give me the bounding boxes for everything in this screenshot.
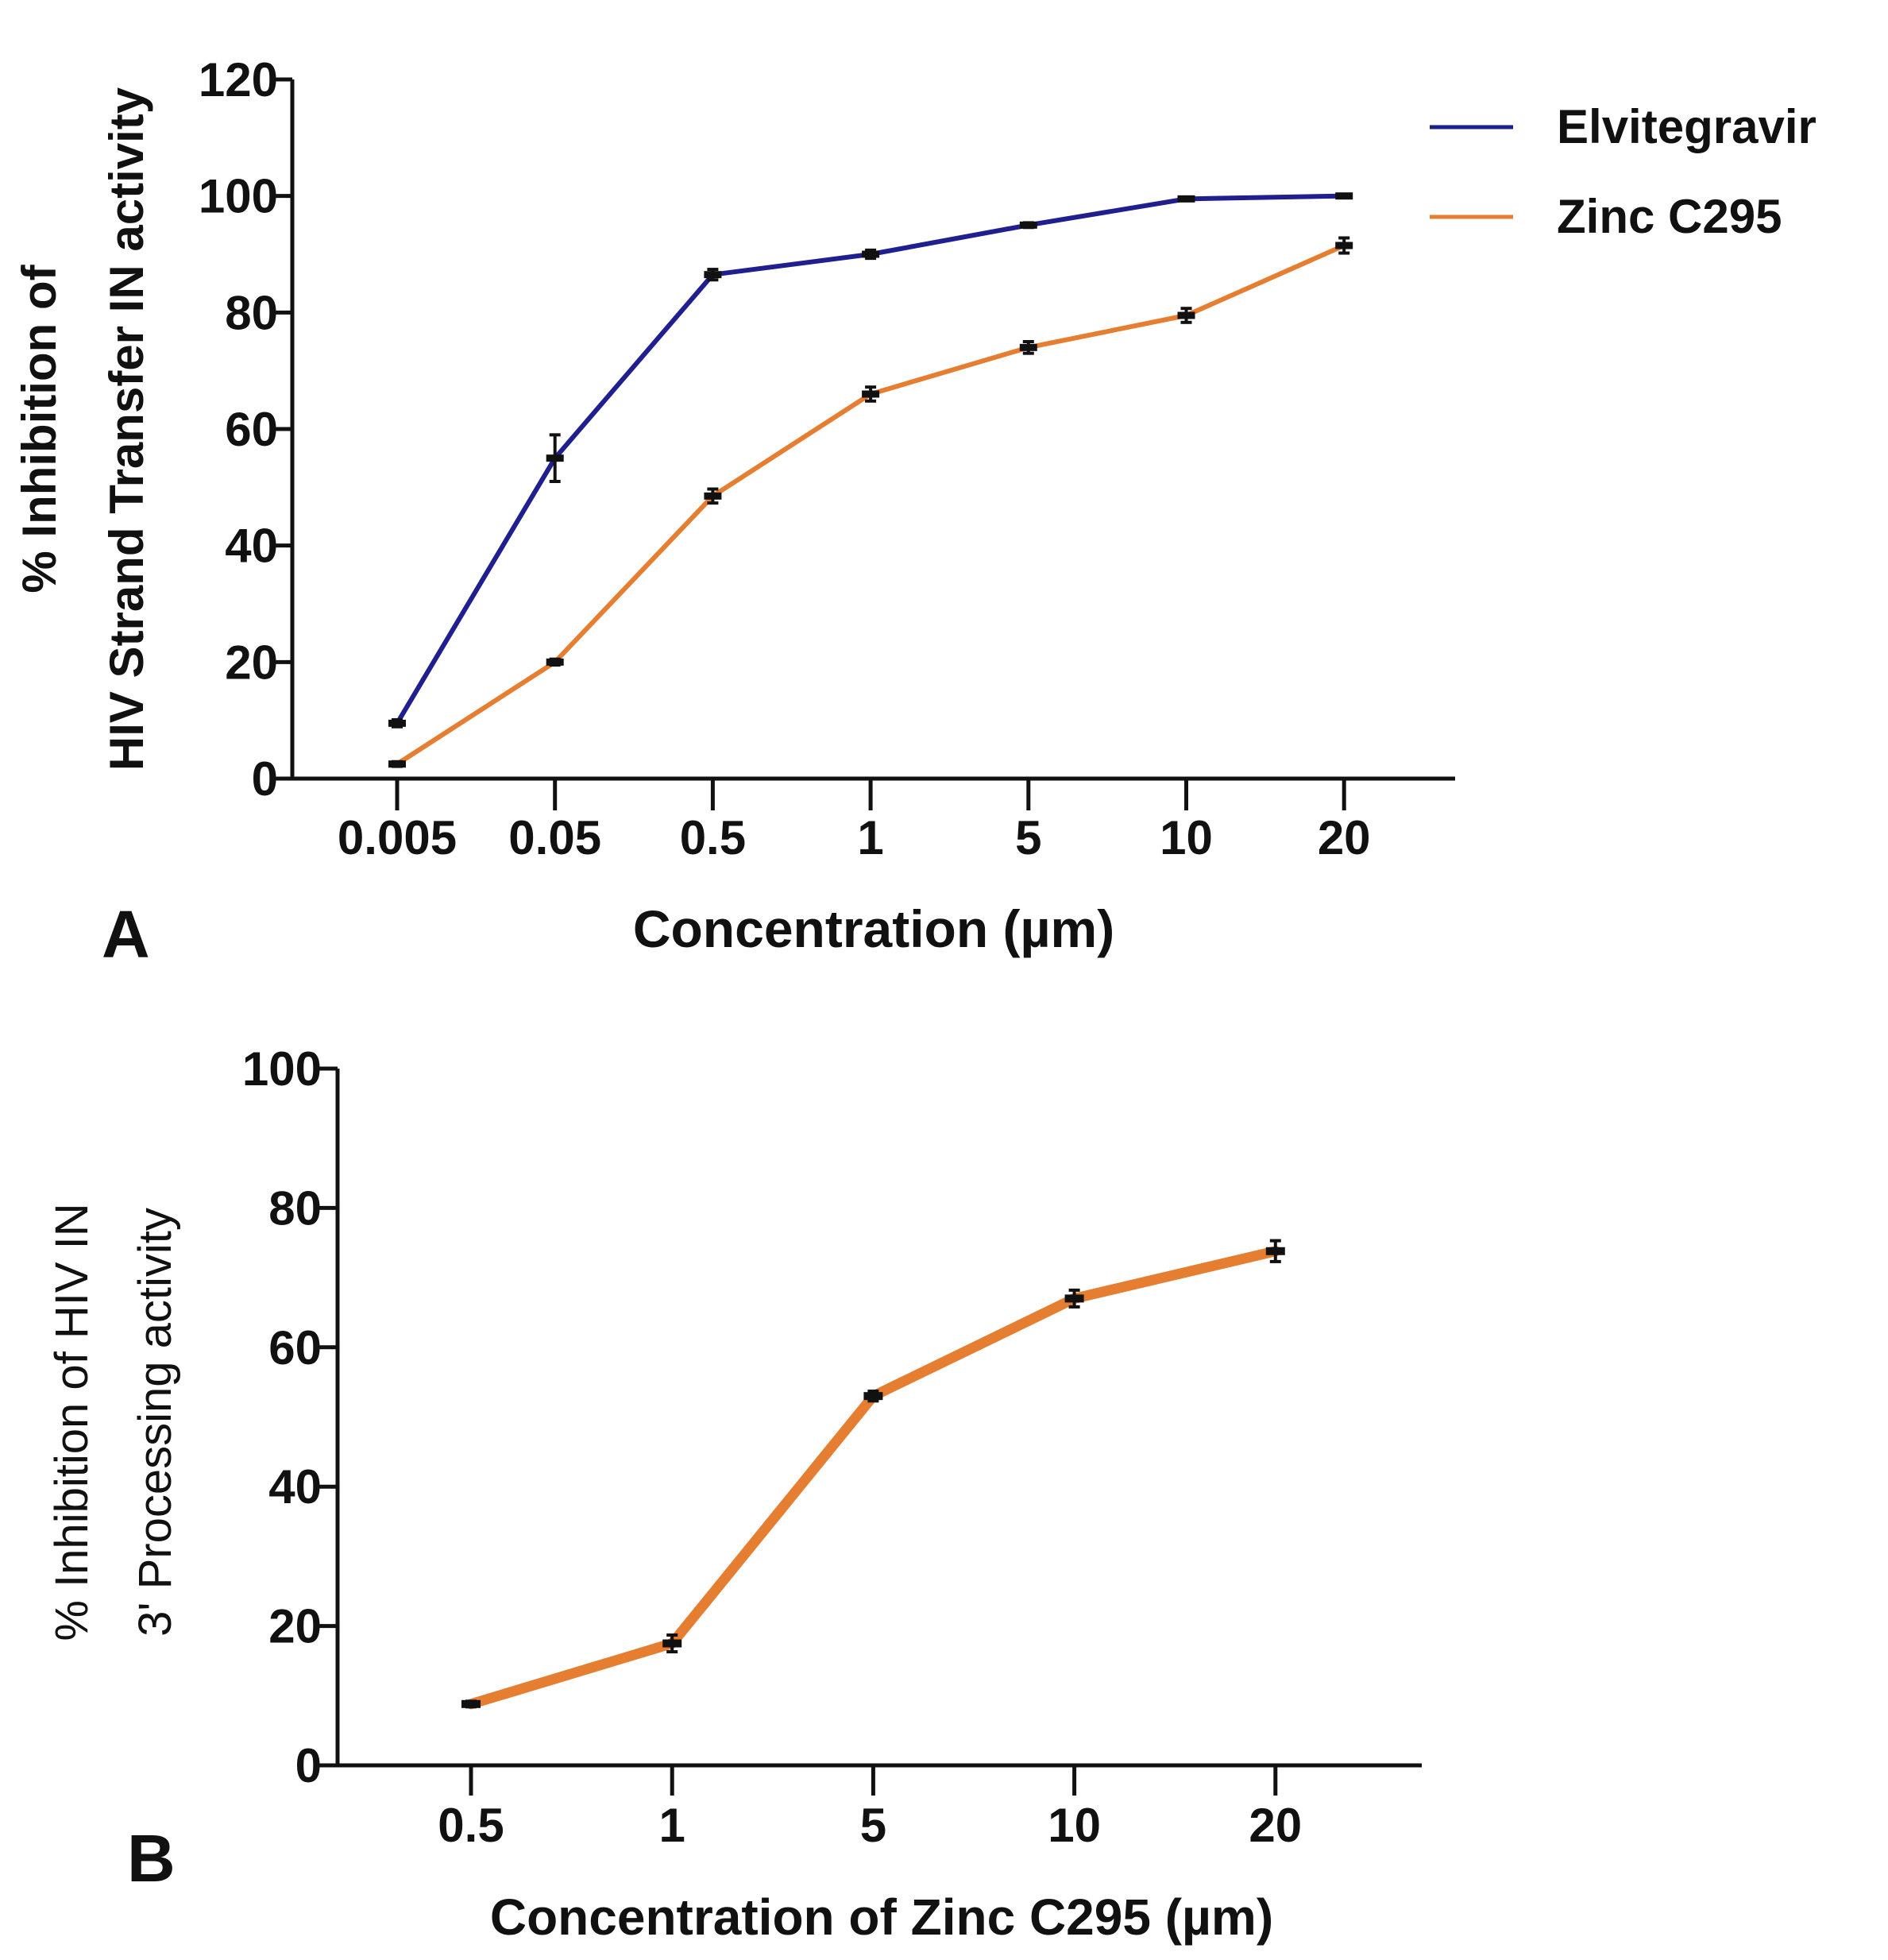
panel-a-point-elvitegravir-1 bbox=[862, 248, 880, 261]
panel-b-point-zinc-c295-20 bbox=[1265, 1239, 1285, 1263]
panel-b-x-tick-label-0-5: 0.5 bbox=[438, 1799, 504, 1852]
panel-a-legend: Elvitegravir Zinc C295 bbox=[1430, 100, 1817, 243]
panel-b-x-tick-label-5: 5 bbox=[860, 1799, 886, 1852]
panel-b-y-tick-label-0: 0 bbox=[295, 1739, 322, 1792]
panel-a-x-tick-label-10: 10 bbox=[1160, 811, 1213, 864]
panel-b-y-tick-label-100: 100 bbox=[242, 1042, 322, 1096]
panel-a-point-zinc-c295-0-5 bbox=[704, 487, 722, 505]
legend-label-elvitegravir: Elvitegravir bbox=[1557, 100, 1817, 153]
panel-a-point-zinc-c295-1 bbox=[862, 385, 880, 403]
panel-a-x-axis-title: Concentration (µm) bbox=[633, 899, 1114, 958]
panel-b-marker-zinc-c295-5 bbox=[863, 1392, 883, 1401]
panel-a-point-zinc-c295-0-005 bbox=[388, 760, 406, 768]
panel-a-point-zinc-c295-10 bbox=[1177, 307, 1195, 324]
panel-a-letter: A bbox=[102, 897, 150, 972]
panel-a-marker-elvitegravir-1 bbox=[862, 250, 880, 258]
panel-b-x-tick-label-10: 10 bbox=[1048, 1799, 1101, 1852]
panel-a-point-zinc-c295-20 bbox=[1335, 236, 1353, 255]
panel-a-marker-zinc-c295-0-05 bbox=[546, 658, 564, 666]
panel-a-x-tick-label-0-005: 0.005 bbox=[338, 811, 457, 864]
panel-b-marker-zinc-c295-1 bbox=[662, 1639, 682, 1648]
panel-b-x-tick-label-20: 20 bbox=[1249, 1799, 1302, 1852]
legend-label-zinc-c295: Zinc C295 bbox=[1557, 190, 1782, 243]
panel-a-marker-elvitegravir-0-5 bbox=[704, 271, 722, 279]
panel-b-y-tick-label-60: 60 bbox=[268, 1321, 322, 1374]
panel-a-point-elvitegravir-10 bbox=[1177, 195, 1195, 203]
panel-a-marker-zinc-c295-1 bbox=[862, 390, 880, 398]
panel-a-y-tick-label-80: 80 bbox=[225, 286, 278, 339]
panel-a-marker-zinc-c295-10 bbox=[1177, 311, 1195, 319]
panel-b-x-axis-title: Concentration of Zinc C295 (µm) bbox=[490, 1888, 1273, 1946]
panel-b-point-zinc-c295-1 bbox=[662, 1633, 682, 1654]
panel-a-x-tick-label-0-5: 0.5 bbox=[680, 811, 746, 864]
panel-b-point-zinc-c295-5 bbox=[863, 1390, 883, 1403]
panel-a-x-tick-label-5: 5 bbox=[1015, 811, 1041, 864]
panel-b-point-zinc-c295-10 bbox=[1064, 1288, 1084, 1309]
panel-a-y-axis-title-line-2: HIV Strand Transfer IN activity bbox=[100, 87, 153, 771]
panel-a-marker-zinc-c295-20 bbox=[1335, 242, 1353, 249]
panel-a-chart: 0 20 40 60 80 100 120 0.005 0.05 0.5 1 5 10 20 % Inh… bbox=[13, 53, 1817, 972]
panel-b-y-axis-title-line-1: % Inhibition of HIV IN bbox=[46, 1203, 98, 1641]
panel-b-chart: 0 20 40 60 80 100 0.5 1 5 10 20 % Inhibition of H… bbox=[46, 1042, 1422, 1946]
panel-a-point-elvitegravir-0-5 bbox=[704, 268, 722, 282]
panel-b-series-line-zinc-c295 bbox=[465, 1246, 1281, 1710]
panel-a-series-line-elvitegravir bbox=[395, 193, 1347, 726]
panel-a-point-elvitegravir-0-005 bbox=[388, 717, 406, 729]
panel-a-point-zinc-c295-5 bbox=[1019, 340, 1037, 355]
panel-b-marker-zinc-c295-10 bbox=[1064, 1294, 1084, 1303]
panel-a-marker-zinc-c295-5 bbox=[1019, 343, 1037, 351]
panel-a-y-tick-label-40: 40 bbox=[225, 520, 278, 573]
panel-a-point-elvitegravir-20 bbox=[1335, 192, 1353, 200]
panel-a-marker-elvitegravir-0-005 bbox=[388, 719, 406, 727]
panel-a-y-tick-label-0: 0 bbox=[252, 752, 278, 806]
panel-a-marker-elvitegravir-10 bbox=[1177, 195, 1195, 203]
panel-a-point-elvitegravir-0-05 bbox=[546, 433, 564, 483]
panel-b-marker-zinc-c295-20 bbox=[1265, 1247, 1285, 1255]
panel-a-series-line-zinc-c295 bbox=[395, 243, 1347, 767]
panel-a-y-tick-label-20: 20 bbox=[225, 636, 278, 689]
panel-a-x-tick-label-1: 1 bbox=[857, 811, 883, 864]
panel-a-marker-elvitegravir-0-05 bbox=[546, 454, 564, 462]
panel-a-marker-zinc-c295-0-5 bbox=[704, 492, 722, 500]
panel-a-marker-elvitegravir-20 bbox=[1335, 192, 1353, 200]
panel-b-letter: B bbox=[127, 1821, 176, 1896]
panel-a-y-tick-label-120: 120 bbox=[199, 53, 278, 106]
panel-a-x-tick-label-20: 20 bbox=[1318, 811, 1371, 864]
panel-b-y-tick-label-80: 80 bbox=[268, 1181, 322, 1235]
panel-a-point-zinc-c295-0-05 bbox=[546, 657, 564, 667]
panel-b-y-tick-label-40: 40 bbox=[268, 1460, 322, 1513]
panel-a-marker-elvitegravir-5 bbox=[1019, 221, 1037, 229]
panel-b-marker-zinc-c295-0-5 bbox=[461, 1699, 481, 1708]
panel-a-marker-zinc-c295-0-005 bbox=[388, 760, 406, 768]
panel-b-point-zinc-c295-0-5 bbox=[461, 1699, 481, 1709]
panel-a-y-tick-label-100: 100 bbox=[199, 170, 278, 223]
panel-b-y-tick-label-20: 20 bbox=[268, 1600, 322, 1653]
panel-b-x-tick-label-1: 1 bbox=[659, 1799, 685, 1852]
panel-a-point-elvitegravir-5 bbox=[1019, 221, 1037, 230]
panel-a-x-tick-label-0-05: 0.05 bbox=[508, 811, 601, 864]
panel-a-y-tick-label-60: 60 bbox=[225, 403, 278, 456]
panel-b-y-axis-title-line-2: 3' Processing activity bbox=[129, 1208, 181, 1637]
panel-a-y-axis-title-line-1: % Inhibition of bbox=[13, 264, 66, 593]
